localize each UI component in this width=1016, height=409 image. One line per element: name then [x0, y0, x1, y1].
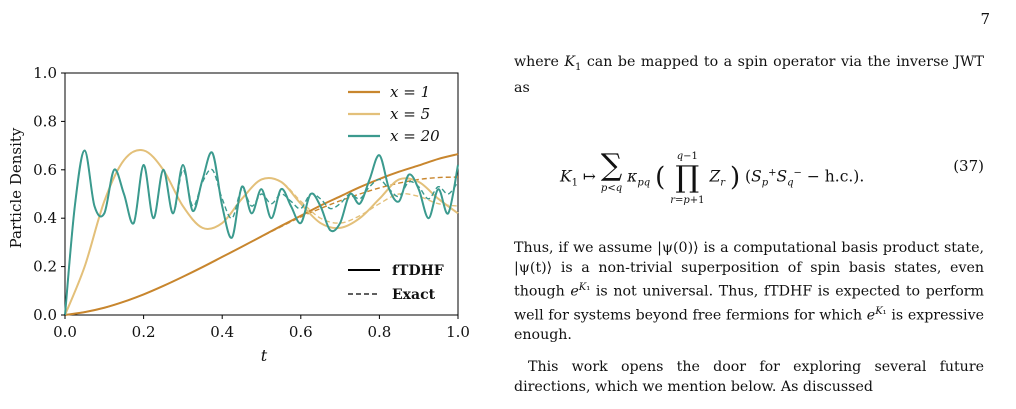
legend-bottom: fTDHF Exact: [348, 263, 444, 303]
legend-label-x5: x = 5: [390, 105, 430, 123]
x-tick-label: 0.2: [132, 323, 156, 341]
plot-axes: [64, 72, 459, 316]
particle-density-figure: 0.0 0.2 0.4 0.6 0.8 1.0 0.0 0.2 0.4 0.6 0.8 1.0 Par…: [7, 64, 470, 365]
legend-top: x = 1 x = 5 x = 20: [348, 83, 440, 145]
series-layer: [64, 149, 459, 316]
y-tick-label: 0.4: [33, 209, 57, 227]
y-tick-label: 0.0: [33, 306, 57, 324]
page-number: 7: [980, 10, 990, 28]
equation-37: K1 ↦ ∑ p<q κpq ( q−1 ∏ r=p+1 Zr ) (Sp+Sq− −…: [514, 114, 984, 224]
ticks-layer: 0.0 0.2 0.4 0.6 0.8 1.0 0.0 0.2 0.4 0.6 0.8 1.0: [33, 64, 470, 341]
equation-body: K1 ↦ ∑ p<q κpq ( q−1 ∏ r=p+1 Zr ) (Sp+Sq− −…: [560, 148, 865, 206]
legend-label-exact: Exact: [392, 287, 436, 303]
y-tick-label: 0.2: [33, 258, 57, 276]
x-tick-label: 0.6: [289, 323, 313, 341]
legend-label-ftdhf: fTDHF: [392, 263, 444, 279]
x-tick-label: 0.4: [210, 323, 234, 341]
text-column: where K1 can be mapped to a spin operato…: [514, 52, 984, 397]
y-tick-label: 0.6: [33, 161, 57, 179]
legend-label-x1: x = 1: [390, 83, 430, 101]
y-tick-label: 1.0: [33, 64, 57, 82]
x-tick-label: 1.0: [446, 323, 470, 341]
legend-label-x20: x = 20: [390, 127, 440, 145]
y-tick-label: 0.8: [33, 112, 57, 130]
paragraph-intro: where K1 can be mapped to a spin operato…: [514, 54, 984, 96]
paragraph-future: This work opens the door for exploring s…: [514, 359, 984, 396]
y-axis-label: Particle Density: [7, 127, 25, 248]
series-line-x20-exact: [64, 149, 459, 316]
plot-frame: [64, 72, 459, 316]
x-tick-label: 0.0: [53, 323, 77, 341]
equation-number: (37): [953, 156, 984, 175]
x-axis-label: t: [261, 346, 268, 365]
x-tick-label: 0.8: [367, 323, 391, 341]
paragraph-fTDHF: Thus, if we assume |ψ(0)⟩ is a computati…: [514, 239, 984, 344]
